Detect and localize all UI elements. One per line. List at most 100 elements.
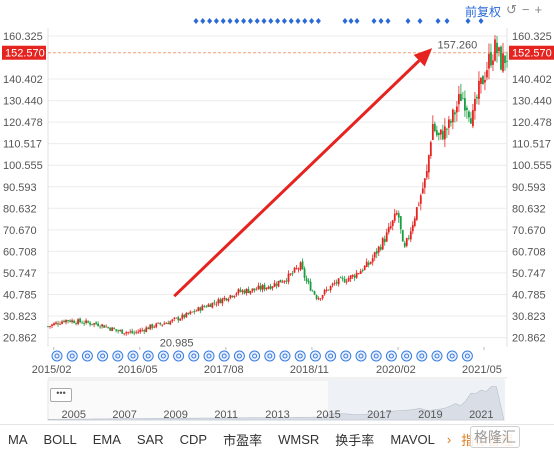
time-navigator[interactable]: 2005 2007 2009 2011 2013 2015 2017 2019 2021 [47,379,505,421]
event-bubble-icon [431,350,443,362]
y-tick-label-left: 40.785 [3,289,37,301]
candle-body [117,330,120,332]
candle-body [367,262,370,265]
candle-body [365,261,368,267]
y-tick-label-left: 70.670 [3,225,37,237]
candle-body [486,70,488,78]
indicator-turnover[interactable]: 换手率 [335,432,375,448]
event-bubble-dot [297,353,303,359]
event-bubble-dot [236,353,242,359]
y-tick-label-right: 160.325 [512,31,552,43]
diamond-marker-icon [342,18,348,24]
plus-icon[interactable]: + [534,2,543,17]
candle-body [459,93,462,101]
candle-body [309,281,312,291]
indicator-ma[interactable]: MA [8,431,28,447]
event-bubbles[interactable] [51,350,473,362]
event-bubble-icon [249,350,261,362]
minus-icon[interactable]: − [521,2,530,17]
zoom-controls[interactable]: ↺ − + [506,2,547,18]
x-tick-label: 2020/02 [376,364,416,376]
candle-body [271,286,274,289]
y-tick-label-left: 160.325 [3,31,43,43]
navigator-year-label: 2007 [112,409,136,421]
diamond-marker-icon [302,18,308,24]
candle-body [237,289,240,294]
candle-body [67,320,69,322]
candle-body [171,319,174,322]
y-tick-label-left: 50.747 [3,268,37,280]
candle-body [137,331,140,333]
indicator-wmsr[interactable]: WMSR [278,431,320,447]
candle-body [325,289,328,291]
event-bubble-dot [312,353,318,359]
diamond-marker-icon [385,18,391,24]
annotation-arrow-shaft [173,59,421,298]
candle-body [119,330,122,331]
event-bubble-dot [100,353,106,359]
candle-body [405,238,408,246]
candle-body [281,281,284,283]
candle-body [295,268,298,270]
diamond-marker-icon [254,18,260,24]
undo-icon[interactable]: ↺ [506,2,517,17]
indicator-sar[interactable]: SAR [136,431,164,447]
diamond-marker-icon [378,18,384,24]
candle-body [361,269,364,271]
candle-body [305,278,308,282]
candlestick-chart: 157.260 20.985 160.325 140.402 130.440 120.4… [2,18,554,421]
candle-body [163,323,166,325]
adjust-mode-button[interactable]: 前复权 [465,5,502,19]
candle-body [57,323,59,325]
event-bubble-dot [54,353,60,359]
candle-body [297,268,300,270]
navigator-handle-icon[interactable]: ••• [50,388,72,402]
event-bubble-icon [309,350,321,362]
event-bubble-dot [388,353,394,359]
event-bubble-dot [267,353,273,359]
y-tick-label-right: 30.823 [512,311,546,323]
chevron-right-icon[interactable]: › [446,431,452,447]
event-bubble-icon [218,350,230,362]
navigator-year-label: 2015 [316,409,340,421]
event-bubble-icon [370,350,382,362]
candle-body [115,329,118,331]
candle-body [209,304,212,307]
candle-body [403,242,406,247]
candle-body [437,133,440,136]
candle-body [267,286,270,289]
event-bubble-icon [112,350,124,362]
diamond-marker-icon [247,18,253,24]
navigator-year-label: 2009 [163,409,187,421]
candle-body [407,237,410,239]
candle-body [500,46,502,70]
indicator-cdp[interactable]: CDP [179,431,208,447]
indicator-boll[interactable]: BOLL [43,431,77,447]
event-bubble-icon [446,350,458,362]
indicator-pe[interactable]: 市盈率 [223,432,263,448]
y-tick-label-right: 140.402 [512,74,552,86]
y-tick-label-right: 80.632 [512,203,546,215]
event-bubble-icon [340,350,352,362]
candle-body [502,53,504,72]
candle-body [199,307,202,311]
candle-body [427,155,430,173]
candle-body [399,216,402,230]
annotation-arrow-head [413,48,433,67]
event-bubble-icon [385,350,397,362]
indicator-mavol[interactable]: MAVOL [390,431,435,447]
candle-body [79,318,81,323]
candle-body [73,320,75,323]
event-bubble-dot [464,353,470,359]
candle-body [261,285,264,290]
candle-body [349,275,352,279]
candle-body [337,278,340,285]
candle-body [321,295,324,299]
candle-body [447,119,450,128]
candle-body [443,126,446,140]
candle-body [409,231,412,240]
indicator-ema[interactable]: EMA [92,431,121,447]
event-bubble-dot [252,353,258,359]
candle-body [249,290,252,294]
candle-body [482,76,484,85]
